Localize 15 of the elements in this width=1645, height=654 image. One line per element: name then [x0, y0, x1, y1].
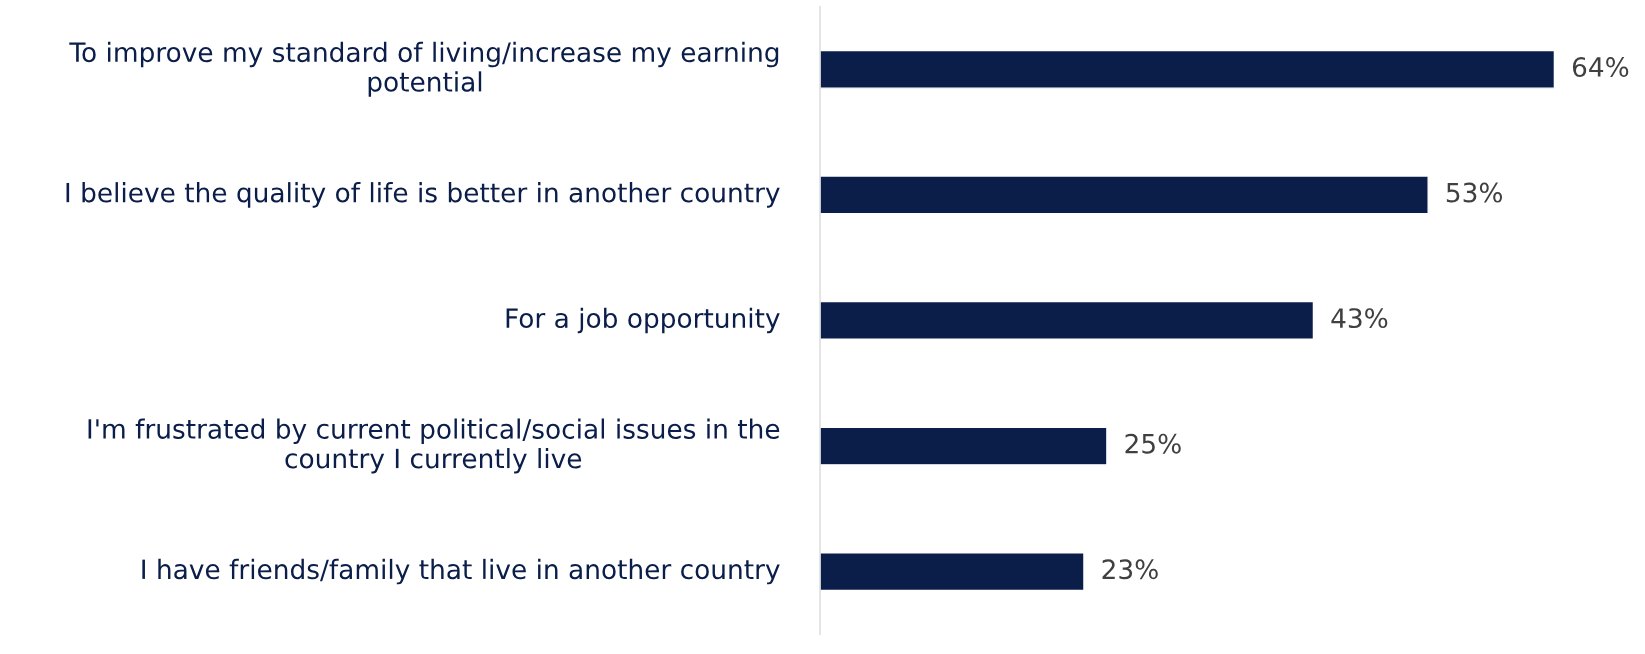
bar: [820, 300, 1315, 340]
y-tick-label: For a job opportunity: [506, 307, 780, 334]
y-tick-label: I believe the quality of life is better in another country: [66, 182, 780, 208]
data-label: 23%: [1102, 559, 1158, 580]
y-tick-label: I'm frustrated by current political/social issues in the country I currently live: [88, 418, 780, 474]
y-tick-label: To improve my standard of living/increase my earning potential: [69, 41, 779, 97]
data-label: 64%: [1572, 57, 1629, 77]
bar: [820, 49, 1556, 89]
data-label: 43%: [1331, 308, 1388, 329]
bar: [820, 426, 1108, 466]
bar: [820, 552, 1085, 592]
bar: [820, 175, 1429, 215]
data-label: 25%: [1125, 433, 1181, 454]
data-label: 53%: [1446, 182, 1503, 203]
y-tick-label: I have friends/family that live in another country: [142, 558, 780, 585]
